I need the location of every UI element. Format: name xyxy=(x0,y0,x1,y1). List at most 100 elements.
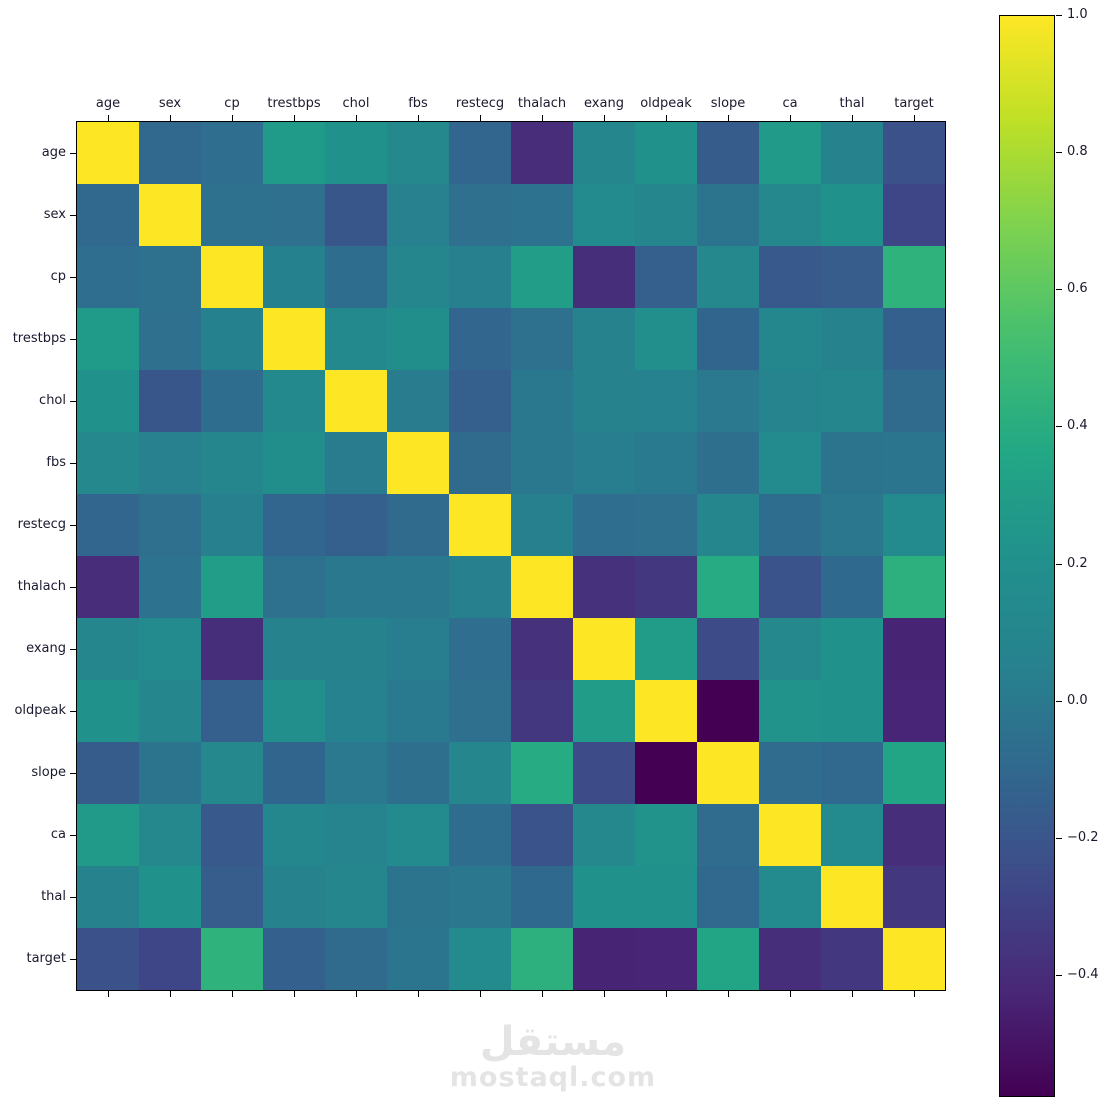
heatmap-cell xyxy=(263,246,325,308)
heatmap-cell xyxy=(387,122,449,184)
y-axis-label-chol: chol xyxy=(39,393,66,408)
tick-mark xyxy=(70,401,76,402)
heatmap-cell xyxy=(697,432,759,494)
heatmap-cell xyxy=(573,246,635,308)
heatmap-cell xyxy=(201,184,263,246)
y-axis-label-restecg: restecg xyxy=(17,517,66,532)
x-axis-label-thal: thal xyxy=(839,96,865,111)
heatmap-cell xyxy=(449,742,511,804)
heatmap-cell xyxy=(325,556,387,618)
tick-mark xyxy=(170,991,171,997)
heatmap-cell xyxy=(573,122,635,184)
heatmap-cell xyxy=(697,494,759,556)
colorbar-tick-mark xyxy=(1056,15,1062,16)
tick-mark xyxy=(70,525,76,526)
tick-mark xyxy=(70,339,76,340)
y-axis-label-target: target xyxy=(26,951,66,966)
heatmap-cell xyxy=(449,184,511,246)
heatmap-cell xyxy=(697,556,759,618)
heatmap-cell xyxy=(635,432,697,494)
heatmap-cell xyxy=(201,680,263,742)
heatmap-cell xyxy=(201,928,263,990)
colorbar xyxy=(999,15,1055,1097)
heatmap-cell xyxy=(635,370,697,432)
heatmap-cell xyxy=(511,804,573,866)
heatmap-cell xyxy=(263,804,325,866)
heatmap-cell xyxy=(325,928,387,990)
heatmap-cell xyxy=(635,122,697,184)
y-axis-label-ca: ca xyxy=(50,827,66,842)
heatmap-cell xyxy=(77,184,139,246)
x-axis-label-trestbps: trestbps xyxy=(267,96,321,111)
tick-mark xyxy=(852,991,853,997)
heatmap-cell xyxy=(573,680,635,742)
heatmap-cell xyxy=(697,928,759,990)
heatmap-cell xyxy=(511,184,573,246)
heatmap-cell xyxy=(201,618,263,680)
heatmap-cell xyxy=(759,866,821,928)
colorbar-tick-mark xyxy=(1056,289,1062,291)
heatmap-cell xyxy=(325,618,387,680)
heatmap-cell xyxy=(697,804,759,866)
y-axis-label-cp: cp xyxy=(50,269,66,284)
heatmap-cell xyxy=(387,308,449,370)
heatmap-cell xyxy=(325,432,387,494)
heatmap-cell xyxy=(883,556,945,618)
heatmap-cell xyxy=(759,184,821,246)
heatmap-cell xyxy=(263,742,325,804)
heatmap-cell xyxy=(263,618,325,680)
heatmap-cell xyxy=(325,308,387,370)
x-axis-label-fbs: fbs xyxy=(408,96,428,111)
heatmap-cell xyxy=(201,246,263,308)
x-axis-label-sex: sex xyxy=(158,96,182,111)
tick-mark xyxy=(170,115,171,121)
heatmap-cell xyxy=(139,804,201,866)
heatmap-cell xyxy=(387,866,449,928)
heatmap-cell xyxy=(263,680,325,742)
heatmap-cell xyxy=(139,184,201,246)
heatmap-cell xyxy=(635,680,697,742)
heatmap-cell xyxy=(387,804,449,866)
tick-mark xyxy=(108,991,109,997)
heatmap-cell xyxy=(449,866,511,928)
watermark: مستقل mostaql.com xyxy=(403,1020,703,1091)
heatmap-cell xyxy=(883,308,945,370)
heatmap-cell xyxy=(449,680,511,742)
heatmap-cell xyxy=(883,494,945,556)
x-axis-label-cp: cp xyxy=(224,96,240,111)
x-axis-label-age: age xyxy=(95,96,121,111)
heatmap-cell xyxy=(635,618,697,680)
heatmap-cell xyxy=(883,122,945,184)
heatmap-cell xyxy=(511,618,573,680)
x-axis-label-exang: exang xyxy=(584,96,624,111)
heatmap-cell xyxy=(511,494,573,556)
watermark-arabic-text: مستقل xyxy=(479,1019,627,1065)
tick-mark xyxy=(70,835,76,836)
heatmap-cell xyxy=(759,122,821,184)
heatmap-cell xyxy=(77,556,139,618)
heatmap-cell xyxy=(139,618,201,680)
colorbar-tick-label: −0.2 xyxy=(1067,829,1099,845)
heatmap-cell xyxy=(201,804,263,866)
tick-mark xyxy=(108,115,109,121)
heatmap-cell xyxy=(201,556,263,618)
tick-mark xyxy=(914,991,915,997)
x-axis-label-chol: chol xyxy=(342,96,370,111)
tick-mark xyxy=(666,115,667,121)
heatmap-cell xyxy=(449,308,511,370)
heatmap-cell xyxy=(77,866,139,928)
heatmap-cell xyxy=(883,804,945,866)
heatmap-cell xyxy=(573,494,635,556)
heatmap-cell xyxy=(449,370,511,432)
heatmap-cell xyxy=(511,246,573,308)
heatmap-cell xyxy=(201,308,263,370)
heatmap-cell xyxy=(511,308,573,370)
heatmap-cell xyxy=(139,556,201,618)
heatmap-cell xyxy=(77,308,139,370)
colorbar-tick-label: −0.4 xyxy=(1067,966,1099,982)
heatmap-cell xyxy=(697,246,759,308)
y-axis-label-trestbps: trestbps xyxy=(12,331,66,346)
heatmap-cell xyxy=(77,246,139,308)
heatmap-cell xyxy=(387,246,449,308)
heatmap-cell xyxy=(635,494,697,556)
